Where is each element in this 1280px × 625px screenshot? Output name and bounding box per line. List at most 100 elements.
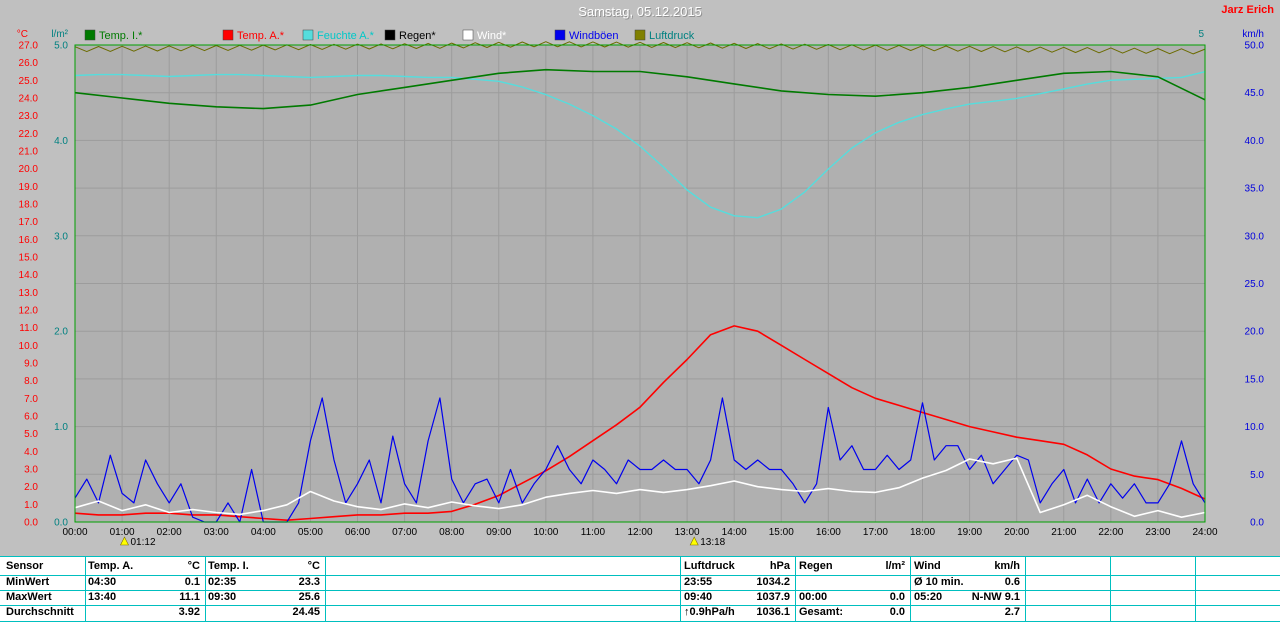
x-axis-label: 11:00 [581, 527, 606, 538]
wind-axis-label: 5.0 [1250, 470, 1264, 481]
stats-cell: 23:55 [684, 576, 713, 588]
x-axis-label: 16:00 [816, 527, 841, 538]
table-vline [795, 556, 796, 621]
series-wind [74, 457, 1206, 519]
stats-cell: 09:40 [684, 591, 713, 603]
legend-label: Temp. I.* [99, 30, 143, 42]
x-axis-label: 08:00 [439, 527, 464, 538]
rain-axis-label: 1.0 [54, 422, 68, 433]
marker-label: 01:12 [131, 537, 156, 548]
x-axis-label: 22:00 [1098, 527, 1123, 538]
stats-row-label: Sensor [6, 560, 44, 572]
x-axis-label: 20:00 [1004, 527, 1029, 538]
temp-axis-label: 26.0 [19, 58, 39, 69]
x-axis-label: 06:00 [345, 527, 370, 538]
stats-cell: 13:40 [88, 591, 117, 603]
wind-axis-label: 15.0 [1245, 374, 1265, 385]
rain-axis-label: 5.0 [54, 41, 68, 52]
series-temp-a [74, 325, 1206, 522]
temp-axis-label: 2.0 [24, 482, 38, 493]
temp-axis-label: 19.0 [19, 182, 39, 193]
table-vline [680, 556, 681, 621]
marker-icon [689, 536, 699, 546]
temp-axis-label: 16.0 [19, 235, 39, 246]
temp-axis-label: 25.0 [19, 76, 39, 87]
stats-cell: 09:30 [208, 591, 237, 603]
stats-cell: 2.7 [1004, 606, 1020, 618]
stats-col-header: Luftdruck [684, 560, 735, 572]
stats-cell: 0.6 [1004, 576, 1020, 588]
wind-axis-label: 35.0 [1245, 184, 1265, 195]
stats-col-header: Regen [799, 560, 833, 572]
stats-col-header: Wind [914, 560, 941, 572]
plot-border [74, 44, 1206, 523]
right-scale-label: 5 [1198, 29, 1204, 40]
legend-item: Temp. A.* [222, 29, 285, 42]
legend-item: Temp. I.* [84, 29, 143, 42]
stats-cell: 0.0 [889, 606, 905, 618]
series-feuchte-a [74, 71, 1206, 219]
table-hline [0, 621, 1280, 622]
stats-cell: Ø 10 min. [914, 576, 964, 588]
x-axis-label: 12:00 [627, 527, 652, 538]
legend-label: Luftdruck [649, 30, 695, 42]
temp-axis-label: 3.0 [24, 465, 38, 476]
temp-axis-label: 21.0 [19, 147, 39, 158]
stats-col-unit: °C [307, 560, 320, 572]
wind-axis-label: 40.0 [1245, 136, 1265, 147]
legend-swatch-icon [84, 29, 96, 41]
legend-item: Feuchte A.* [302, 29, 375, 42]
x-axis-label: 10:00 [533, 527, 558, 538]
legend-label: Windböen [569, 30, 619, 42]
x-axis-label: 24:00 [1192, 527, 1217, 538]
x-axis-label: 21:00 [1051, 527, 1076, 538]
table-vline [325, 556, 326, 621]
x-axis-label: 13:00 [675, 527, 700, 538]
stats-cell: 02:35 [208, 576, 237, 588]
stats-cell: 25.6 [298, 591, 320, 603]
rain-axis-label: 2.0 [54, 327, 68, 338]
wind-axis-label: 50.0 [1245, 41, 1265, 52]
wind-axis-label: 45.0 [1245, 88, 1265, 99]
legend-swatch-icon [554, 29, 566, 41]
stats-cell: N-NW 9.1 [971, 591, 1020, 603]
stats-col-unit: km/h [994, 560, 1020, 572]
stats-col-unit: hPa [769, 560, 790, 572]
temp-axis-label: 22.0 [19, 129, 39, 140]
page-title: Samstag, 05.12.2015 [578, 4, 702, 19]
table-vline [1025, 556, 1026, 621]
temp-axis-label: 5.0 [24, 429, 38, 440]
table-vline [85, 556, 86, 621]
x-axis-label: 01:00 [110, 527, 135, 538]
table-hline [0, 575, 1280, 576]
time-marker: 13:18 [689, 536, 726, 548]
table-vline [1195, 556, 1196, 621]
marker-label: 13:18 [700, 537, 725, 548]
x-axis-label: 15:00 [769, 527, 794, 538]
table-vline [1110, 556, 1111, 621]
table-vline [910, 556, 911, 621]
stats-cell: 24.45 [292, 606, 320, 618]
temp-axis-label: 1.0 [24, 500, 38, 511]
legend-item: Regen* [384, 29, 436, 42]
temp-axis-label: 9.0 [24, 359, 38, 370]
temp-axis-label: 27.0 [19, 41, 39, 52]
rain-axis-label: 3.0 [54, 231, 68, 242]
temp-axis-label: 17.0 [19, 217, 39, 228]
title-bar: Samstag, 05.12.2015 Jarz Erich [0, 0, 1280, 24]
wind-axis-label: 20.0 [1245, 327, 1265, 338]
legend-item: Luftdruck [634, 29, 695, 42]
table-vline [205, 556, 206, 621]
stats-col-unit: °C [187, 560, 200, 572]
stats-cell: 0.0 [889, 591, 905, 603]
stats-cell: 05:20 [914, 591, 943, 603]
temp-axis-label: 11.0 [19, 323, 38, 334]
temp-axis-label: 14.0 [19, 270, 39, 281]
stats-cell: 23.3 [298, 576, 320, 588]
table-hline [0, 556, 1280, 557]
legend-swatch-icon [462, 29, 474, 41]
x-axis-label: 17:00 [863, 527, 888, 538]
temp-axis-label: 8.0 [24, 376, 38, 387]
legend-swatch-icon [384, 29, 396, 41]
temp-axis-label: 0.0 [24, 518, 38, 529]
